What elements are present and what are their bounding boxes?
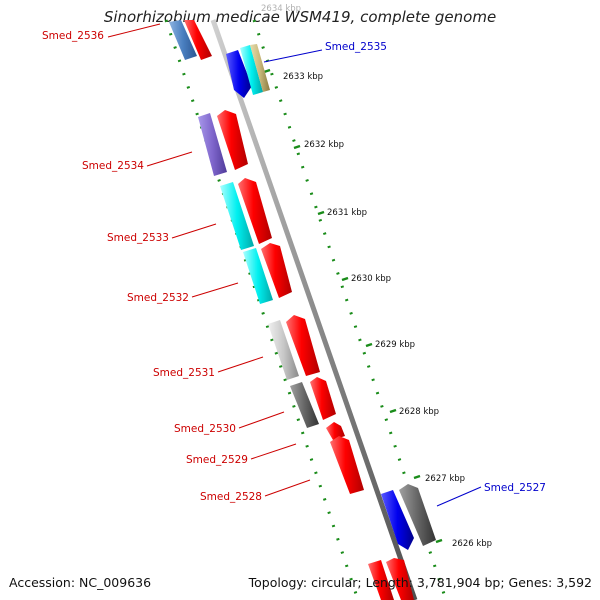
tick-label: 2629 kbp (375, 340, 415, 350)
tick-label: 2633 kbp (283, 72, 323, 82)
accession-text: Accession: NC_009636 (9, 575, 152, 590)
tick-label: 2634 kbp (261, 4, 301, 14)
label-leaders (107, 23, 482, 507)
gene-label[interactable]: Smed_2533 (107, 232, 169, 244)
tick-label: 2626 kbp (452, 539, 492, 549)
feature-smed-2527 (381, 484, 436, 550)
gene-label[interactable]: Smed_2532 (127, 292, 189, 304)
gene-label[interactable]: Smed_2534 (82, 160, 144, 172)
feature-smed-2528 (330, 436, 364, 494)
feature-smed-2535 (226, 44, 270, 98)
gene-label[interactable]: Smed_2529 (186, 454, 248, 466)
map-title: Sinorhizobium medicae WSM419, complete g… (103, 8, 497, 26)
tick-label: 2628 kbp (399, 407, 439, 417)
feature-bottom-partial (368, 558, 414, 600)
feature-smed-2530 (290, 377, 336, 428)
gene-label[interactable]: Smed_2536 (42, 30, 104, 42)
tick-label: 2631 kbp (327, 208, 367, 218)
backbone-line (210, 19, 418, 600)
gene-label[interactable]: Smed_2531 (153, 367, 215, 379)
feature-smed-2529 (326, 422, 345, 440)
gene-label[interactable]: Smed_2527 (484, 482, 546, 494)
feature-smed-2534 (198, 110, 248, 176)
genome-summary-text: Topology: circular; Length: 3,781,904 bp… (248, 575, 592, 590)
feature-smed-2531 (268, 315, 320, 380)
tick-label: 2630 kbp (351, 274, 391, 284)
gene-label[interactable]: Smed_2528 (200, 491, 262, 503)
tick-label: 2627 kbp (425, 474, 465, 484)
ring-boundary-inner (164, 19, 360, 600)
gene-label[interactable]: Smed_2530 (174, 423, 236, 435)
scale-ticks (263, 68, 443, 544)
feature-smed-2536 (169, 20, 212, 60)
feature-smed-2532 (243, 243, 292, 304)
gene-label[interactable]: Smed_2535 (325, 41, 387, 53)
feature-smed-2533 (220, 178, 272, 250)
tick-label: 2632 kbp (304, 140, 344, 150)
